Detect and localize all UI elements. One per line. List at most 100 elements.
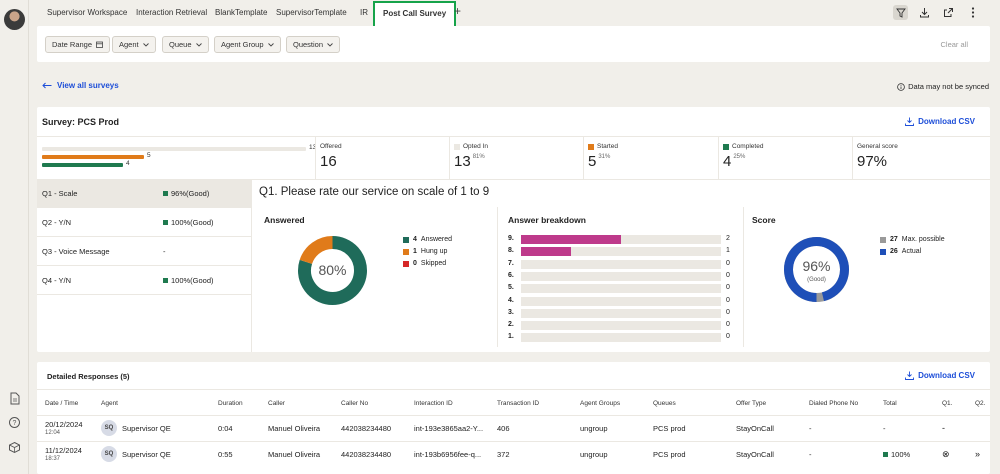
column-header[interactable]: Agent Groups (580, 400, 621, 407)
agent-avatar: SQ (101, 446, 117, 462)
breakdown-value: 0 (726, 333, 730, 341)
question-score-text: 100%(Good) (171, 218, 214, 227)
kebab-menu-icon (971, 7, 974, 18)
good-status-swatch (883, 452, 888, 457)
column-header[interactable]: Date / Time (45, 400, 79, 407)
score-legend-item: 27 Max. possible (880, 234, 945, 246)
survey-title: Survey: PCS Prod (42, 117, 120, 127)
detailed-responses: Detailed Responses (5) Download CSV Date… (37, 362, 990, 474)
stat-label-text: Opted In (463, 143, 488, 150)
column-header[interactable]: Caller No (341, 400, 369, 407)
column-header[interactable]: Offer Type (736, 400, 767, 407)
download-csv-button[interactable]: Download CSV (905, 117, 975, 126)
cell-total-text: - (883, 424, 886, 433)
legend-label: Answered (420, 236, 453, 243)
stat-label: Opted In (454, 143, 488, 150)
legend-count: 4 (413, 236, 417, 243)
stat-label: Started (588, 143, 618, 150)
breakdown-value: 0 (726, 296, 730, 304)
responses-download-csv-button[interactable]: Download CSV (905, 371, 975, 380)
view-all-surveys-link[interactable]: View all surveys (42, 81, 119, 90)
tab-supervisor-template[interactable]: SupervisorTemplate (276, 8, 347, 17)
score-title: Score (752, 215, 776, 225)
cell-transaction: 372 (497, 450, 510, 459)
cell-queue: PCS prod (653, 450, 686, 459)
question-item[interactable]: Q2 - Y/N 100%(Good) (37, 208, 251, 237)
breakdown-title: Answer breakdown (508, 215, 586, 225)
add-tab-button[interactable]: + (454, 4, 462, 18)
legend-swatch (880, 249, 886, 255)
column-header[interactable]: Q1. (942, 400, 953, 407)
stat-value-number: 5 (588, 153, 597, 170)
breakdown-row: 2. 0 (508, 320, 738, 331)
question-item[interactable]: Q1 - Scale 96%(Good) (37, 179, 251, 208)
legend-label: Skipped (420, 260, 447, 267)
column-header[interactable]: Dialed Phone No (809, 400, 859, 407)
filter-date-range[interactable]: Date Range (45, 36, 111, 53)
user-avatar[interactable] (4, 9, 25, 30)
divider (251, 179, 252, 352)
question-item[interactable]: Q4 - Y/N 100%(Good) (37, 266, 251, 295)
column-header[interactable]: Agent (101, 400, 118, 407)
document-icon[interactable] (8, 392, 21, 405)
stat-percent: 81% (472, 154, 485, 160)
column-header[interactable]: Duration (218, 400, 243, 407)
breakdown-value: 0 (726, 308, 730, 316)
more-options-button[interactable] (965, 5, 980, 20)
legend-count: 1 (413, 248, 417, 255)
score-legend: 27 Max. possible 26 Actual (880, 234, 945, 258)
cell-date: 20/12/2024 12:04 (45, 420, 83, 436)
clear-all-button[interactable]: Clear all (940, 40, 968, 49)
answered-legend-item: 4 Answered (403, 234, 452, 246)
download-button[interactable] (917, 5, 932, 20)
stat-color-swatch (588, 143, 594, 150)
column-header[interactable]: Q2. (975, 400, 986, 407)
tab-post-call-survey[interactable]: Post Call Survey (373, 1, 457, 29)
breakdown-value: 0 (726, 321, 730, 329)
column-header[interactable]: Queues (653, 400, 676, 407)
score-center-value: 96% (802, 258, 830, 274)
tab-ir[interactable]: IR (360, 8, 368, 17)
breakdown-label: 8. (508, 247, 514, 255)
cell-q1: ⊗ (942, 449, 950, 459)
arrow-left-icon (42, 82, 52, 89)
filter-label: Question (293, 40, 324, 49)
cell-interaction: int-193b6956fee-q... (414, 450, 482, 459)
column-header[interactable]: Transaction ID (497, 400, 540, 407)
filter-question[interactable]: Question (286, 36, 341, 53)
box-icon[interactable] (8, 441, 21, 454)
filter-button[interactable] (893, 5, 908, 20)
legend-label: Actual (901, 248, 922, 255)
divider (37, 389, 990, 390)
filter-label: Queue (169, 40, 192, 49)
column-header[interactable]: Interaction ID (414, 400, 453, 407)
answered-legend-item: 0 Skipped (403, 258, 452, 270)
divider (583, 136, 584, 179)
filter-agent[interactable]: Agent (112, 36, 156, 53)
divider (743, 207, 744, 347)
help-icon[interactable]: ? (8, 416, 21, 429)
tab-interaction-retrieval[interactable]: Interaction Retrieval (136, 8, 208, 17)
score-legend-item: 26 Actual (880, 246, 945, 258)
question-name: Q3 - Voice Message (42, 247, 110, 256)
stat-value-number: 16 (320, 153, 337, 170)
filter-agent-group[interactable]: Agent Group (214, 36, 281, 53)
cell-time: 12:04 (45, 430, 61, 436)
summary-bar (42, 155, 144, 159)
column-header[interactable]: Total (883, 400, 897, 407)
answered-legend: 4 Answered 1 Hung up 0 Skipped (403, 234, 452, 270)
cell-date-text: 20/12/2024 (45, 420, 83, 429)
column-header[interactable]: Caller (268, 400, 285, 407)
cell-groups: ungroup (580, 424, 608, 433)
open-external-button[interactable] (941, 5, 956, 20)
breakdown-value: 0 (726, 259, 730, 267)
tab-supervisor-workspace[interactable]: Supervisor Workspace (47, 8, 128, 17)
breakdown-value: 1 (726, 247, 730, 255)
question-item[interactable]: Q3 - Voice Message - (37, 237, 251, 266)
stat-value-number: 97% (857, 153, 888, 170)
view-all-label: View all surveys (57, 81, 119, 90)
stat-started: Started 5 31% (588, 143, 618, 170)
sync-notice: Data may not be synced (897, 82, 989, 91)
tab-blank-template[interactable]: BlankTemplate (215, 8, 268, 17)
filter-queue[interactable]: Queue (162, 36, 209, 53)
